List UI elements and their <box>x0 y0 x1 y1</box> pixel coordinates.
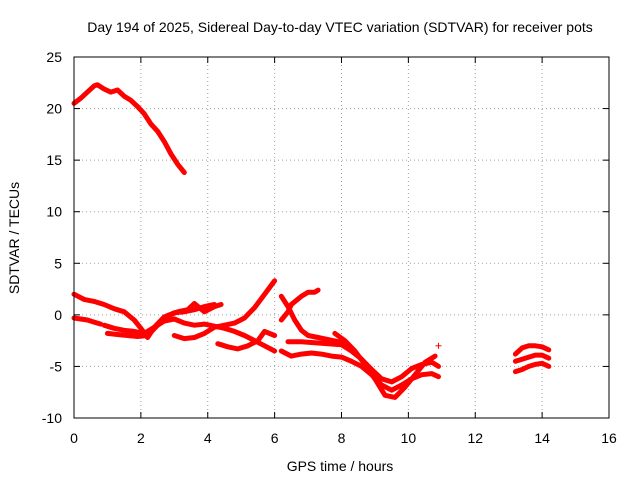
series-arc-high <box>71 82 187 175</box>
series-arc-j <box>285 339 441 385</box>
isolated-point-marker <box>435 342 442 349</box>
series-arc-e <box>171 278 278 342</box>
y-axis-label: SDTVAR / TECUs <box>6 182 22 294</box>
x-tick-label: 8 <box>338 430 346 446</box>
x-tick-label: 4 <box>204 430 212 446</box>
y-tick-label: 5 <box>54 255 62 271</box>
x-tick-label: 2 <box>137 430 145 446</box>
y-tick-label: 0 <box>54 307 62 323</box>
series-arc-c <box>101 316 278 354</box>
series-arc-f <box>215 328 278 352</box>
x-tick-label: 10 <box>401 430 417 446</box>
chart-title: Day 194 of 2025, Sidereal Day-to-day VTE… <box>87 19 593 35</box>
series-layer <box>71 82 552 400</box>
y-tick-label: 25 <box>46 49 62 65</box>
y-tick-label: 20 <box>46 101 62 117</box>
x-tick-label: 16 <box>601 430 617 446</box>
x-tick-label: 14 <box>534 430 550 446</box>
plot-frame <box>73 56 610 419</box>
x-tick-label: 6 <box>271 430 279 446</box>
series-arc-m <box>512 352 552 364</box>
y-tick-label: 15 <box>46 152 62 168</box>
series-arc-d <box>104 301 224 339</box>
grid-layer <box>74 57 609 418</box>
series-arc-k <box>332 330 438 400</box>
x-axis-label: GPS time / hours <box>287 458 394 474</box>
x-tick-label: 12 <box>467 430 483 446</box>
y-tick-label: -5 <box>50 358 63 374</box>
series-arc-l <box>512 343 552 357</box>
x-tick-label: 0 <box>70 430 78 446</box>
y-tick-label: -10 <box>42 410 62 426</box>
axis-layer: 0 2 4 6 8 10 12 14 16 -10 -5 0 5 10 15 20 25 <box>42 49 617 446</box>
series-arc-n <box>512 360 552 375</box>
y-tick-label: 10 <box>46 204 62 220</box>
series-arc-b <box>71 315 104 327</box>
